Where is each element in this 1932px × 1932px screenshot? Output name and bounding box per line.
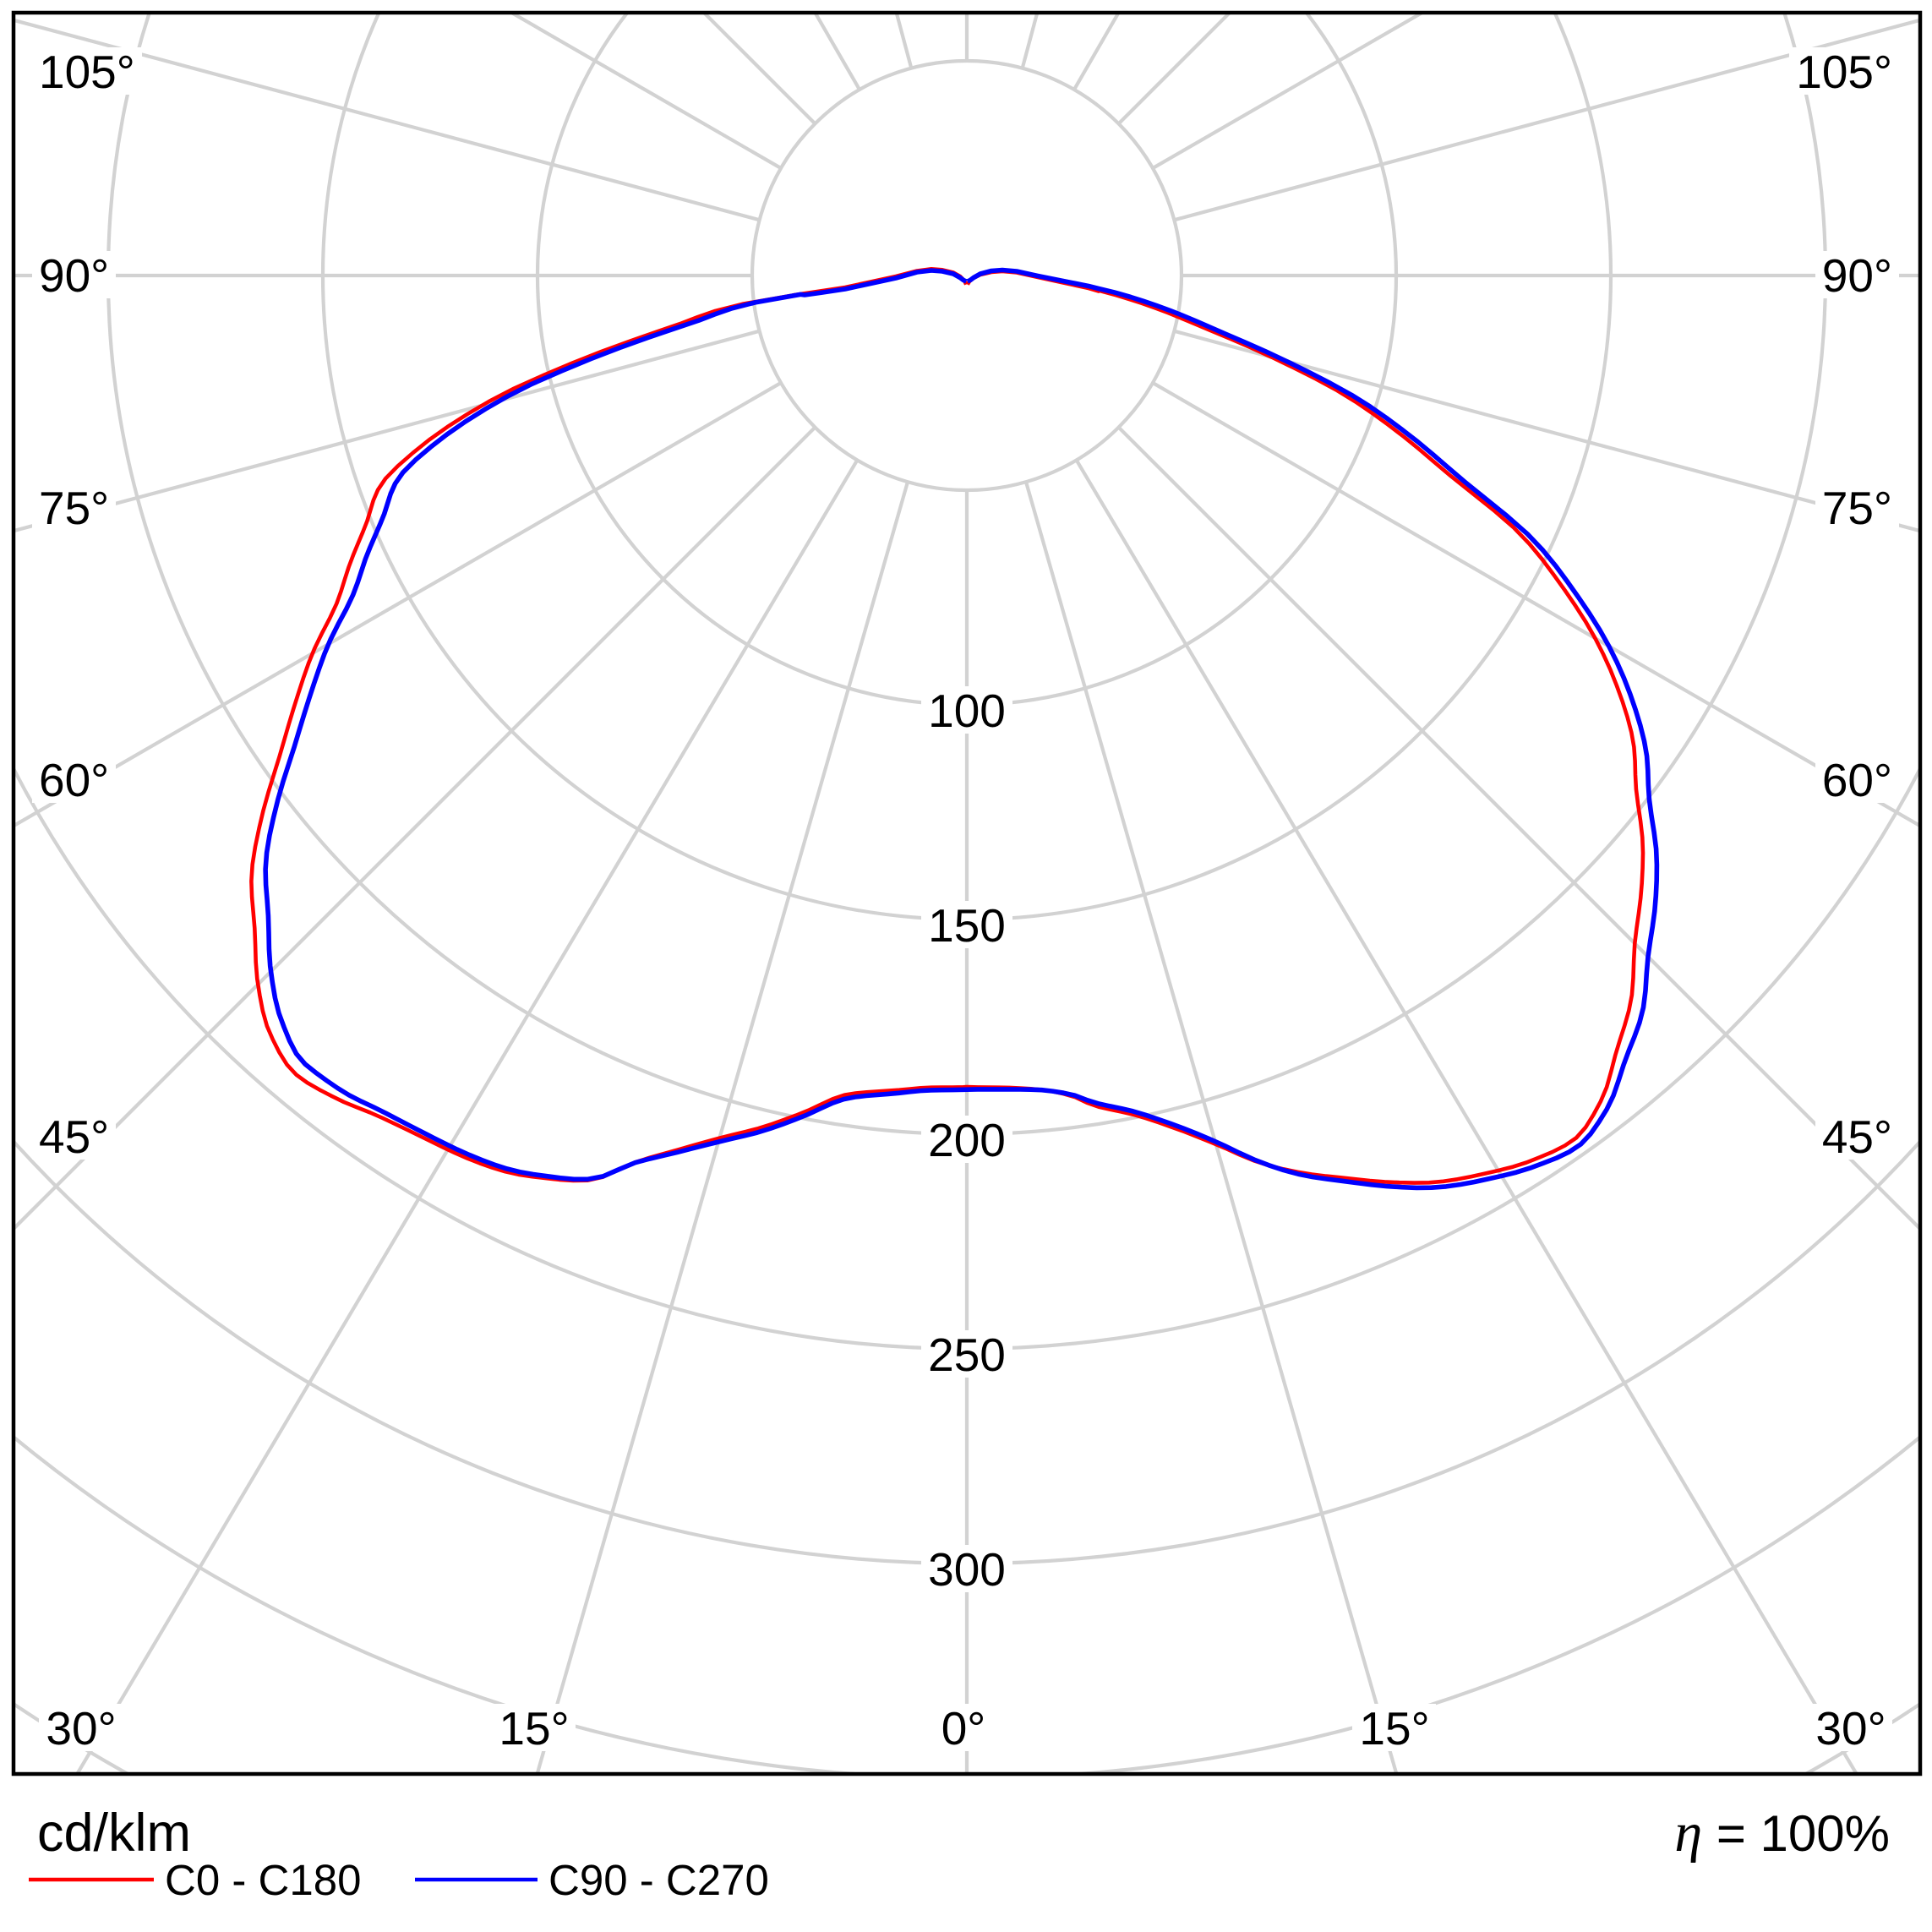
svg-text:60°: 60° (1822, 754, 1892, 806)
svg-text:C0 - C180: C0 - C180 (165, 1856, 361, 1904)
svg-text:105°: 105° (39, 46, 135, 98)
svg-text:150: 150 (928, 899, 1006, 952)
svg-text:200: 200 (928, 1114, 1006, 1166)
svg-text:η = 100%: η = 100% (1674, 1802, 1890, 1864)
svg-text:105°: 105° (1796, 46, 1892, 98)
svg-text:75°: 75° (39, 482, 109, 534)
svg-text:90°: 90° (1822, 249, 1892, 302)
svg-text:90°: 90° (39, 249, 109, 302)
svg-text:300: 300 (928, 1543, 1006, 1596)
svg-text:30°: 30° (1815, 1702, 1886, 1755)
svg-text:30°: 30° (46, 1702, 116, 1755)
svg-text:250: 250 (928, 1329, 1006, 1381)
svg-text:15°: 15° (499, 1702, 569, 1755)
svg-text:60°: 60° (39, 754, 109, 806)
svg-text:45°: 45° (39, 1111, 109, 1163)
svg-text:75°: 75° (1822, 482, 1892, 534)
svg-text:0°: 0° (941, 1702, 986, 1755)
svg-text:C90 - C270: C90 - C270 (548, 1856, 769, 1904)
svg-text:45°: 45° (1822, 1111, 1892, 1163)
svg-text:15°: 15° (1359, 1702, 1429, 1755)
svg-text:cd/klm: cd/klm (37, 1804, 191, 1863)
svg-text:100: 100 (928, 685, 1006, 737)
